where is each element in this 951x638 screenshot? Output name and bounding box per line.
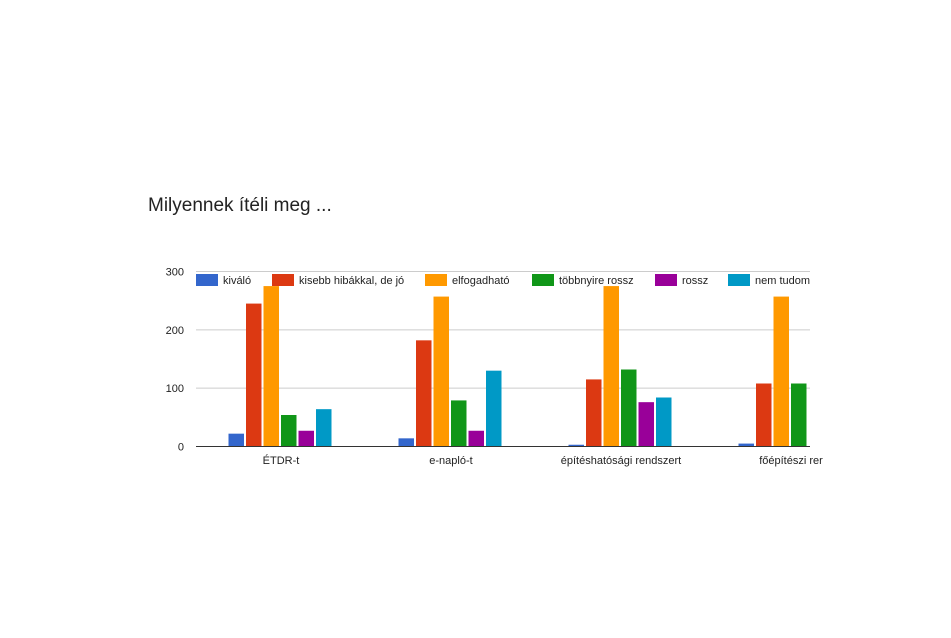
chart-title: Milyennek ítéli meg ... [148, 195, 332, 216]
bar [586, 379, 602, 447]
bar [738, 443, 754, 447]
legend-label: kisebb hibákkal, de jó [299, 275, 404, 287]
legend-swatch [655, 274, 677, 286]
legend-label: többnyire rossz [559, 275, 634, 287]
x-tick-label: főépítészi rer [759, 455, 823, 467]
legend-swatch [272, 274, 294, 286]
bar [298, 430, 314, 447]
bar [316, 409, 332, 447]
legend: kiváló kisebb hibákkal, de jó elfogadható t… [196, 274, 810, 287]
bar [398, 438, 414, 447]
bar [568, 444, 584, 447]
bar [281, 415, 297, 447]
legend-label: nem tudom [755, 275, 810, 287]
gridlines [196, 271, 810, 389]
x-tick-label: építéshatósági rendszert [561, 455, 681, 467]
bar [656, 397, 672, 447]
bar [791, 383, 807, 447]
bar [416, 340, 432, 447]
bar [246, 303, 262, 447]
legend-swatch [728, 274, 750, 286]
bar [603, 286, 619, 447]
x-tick-label: ÉTDR-t [263, 454, 300, 467]
legend-label: elfogadható [452, 275, 510, 287]
bar [486, 370, 502, 447]
y-tick-label: 300 [166, 267, 184, 279]
y-tick-label: 200 [166, 325, 184, 337]
legend-swatch [425, 274, 447, 286]
bar [468, 430, 484, 447]
bar [621, 369, 637, 447]
bar [433, 296, 449, 447]
bar [228, 433, 244, 447]
bar [263, 286, 279, 447]
y-tick-label: 0 [178, 442, 184, 454]
bar [638, 402, 654, 447]
legend-swatch [532, 274, 554, 286]
legend-label: rossz [682, 275, 708, 287]
y-tick-label: 100 [166, 383, 184, 395]
x-tick-label: e-napló-t [429, 455, 472, 467]
bar [451, 400, 467, 447]
legend-label: kiváló [223, 275, 251, 287]
bars [228, 286, 807, 447]
bar [773, 296, 789, 447]
bar [756, 383, 772, 447]
axes: 0 100 200 300 ÉTDR-t e-napló-t építéshatósági … [166, 267, 823, 468]
legend-swatch [196, 274, 218, 286]
